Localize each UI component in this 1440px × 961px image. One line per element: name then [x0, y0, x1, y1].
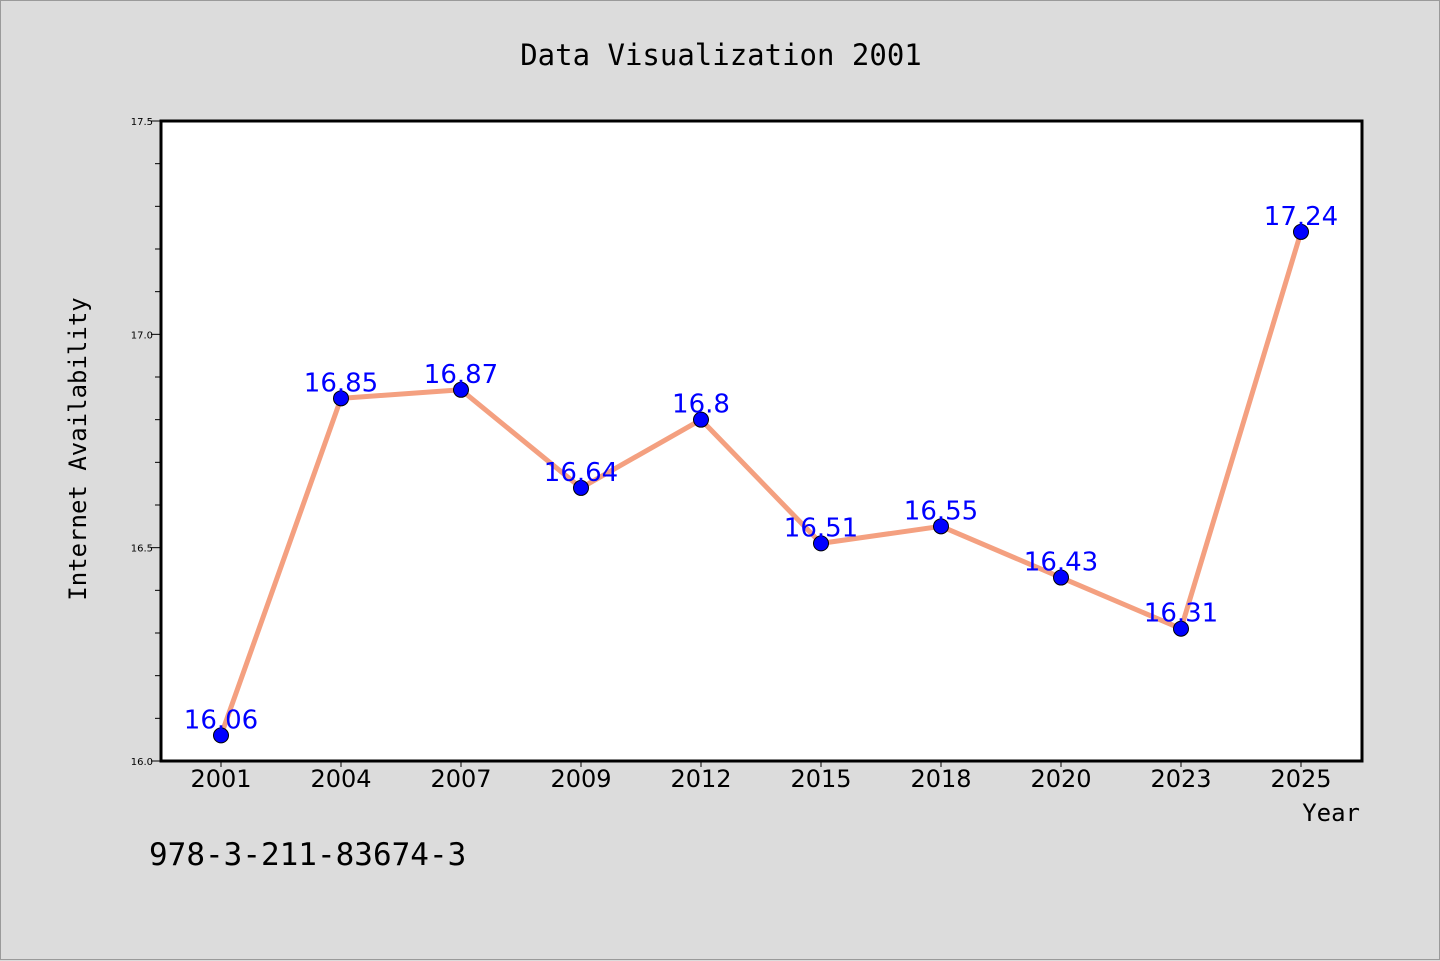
data-labels: 16.06 16.85 16.87 16.64 16.8 16.51 16.55 16.43 1…	[184, 202, 1338, 735]
y-tick-label: 17.5	[131, 117, 153, 128]
data-point	[933, 518, 949, 535]
x-tick-label: 2015	[790, 765, 851, 793]
data-label: 16.85	[304, 368, 378, 398]
x-tick-label: 2020	[1030, 765, 1091, 793]
data-label: 16.8	[672, 390, 730, 420]
x-tick-label: 2001	[190, 765, 251, 793]
y-tick-label: 16.5	[131, 544, 153, 555]
isbn-text: 978-3-211-83674-3	[149, 837, 466, 873]
data-label: 16.31	[1144, 599, 1218, 629]
x-axis-label: Year	[1302, 799, 1360, 827]
y-tick-label: 17.0	[131, 330, 153, 341]
x-tick-label: 2009	[550, 765, 611, 793]
y-axis: 16.0 16.5 17.0 17.5	[131, 117, 161, 768]
y-axis-label: Internet Availability	[64, 297, 92, 600]
data-point	[1293, 223, 1309, 240]
series-line	[218, 229, 1304, 738]
plot-area	[159, 119, 1364, 763]
data-label: 16.51	[784, 513, 858, 543]
data-point	[693, 411, 709, 428]
x-tick-label: 2012	[670, 765, 731, 793]
data-point	[1173, 620, 1189, 637]
data-label: 16.64	[544, 458, 618, 488]
data-label: 16.87	[424, 360, 498, 390]
x-tick-label: 2004	[310, 765, 371, 793]
y-tick-label: 16.0	[131, 757, 153, 768]
x-axis: 2001 2004 2007 2009 2012 2015 2018 2020 2023 2025	[190, 761, 1332, 793]
data-point	[453, 381, 469, 398]
data-point	[333, 390, 349, 407]
data-label: 16.06	[184, 705, 258, 735]
data-point	[813, 535, 829, 552]
data-label: 17.24	[1264, 202, 1338, 232]
data-label: 16.55	[904, 496, 978, 526]
data-label: 16.43	[1024, 548, 1098, 578]
x-tick-label: 2023	[1150, 765, 1211, 793]
data-point	[573, 479, 589, 496]
data-point	[1053, 569, 1069, 586]
series-markers	[213, 223, 1309, 744]
chart-title: Data Visualization 2001	[520, 38, 922, 72]
x-tick-label: 2025	[1270, 765, 1331, 793]
x-tick-label: 2018	[910, 765, 971, 793]
x-tick-label: 2007	[430, 765, 491, 793]
data-point	[213, 727, 229, 744]
